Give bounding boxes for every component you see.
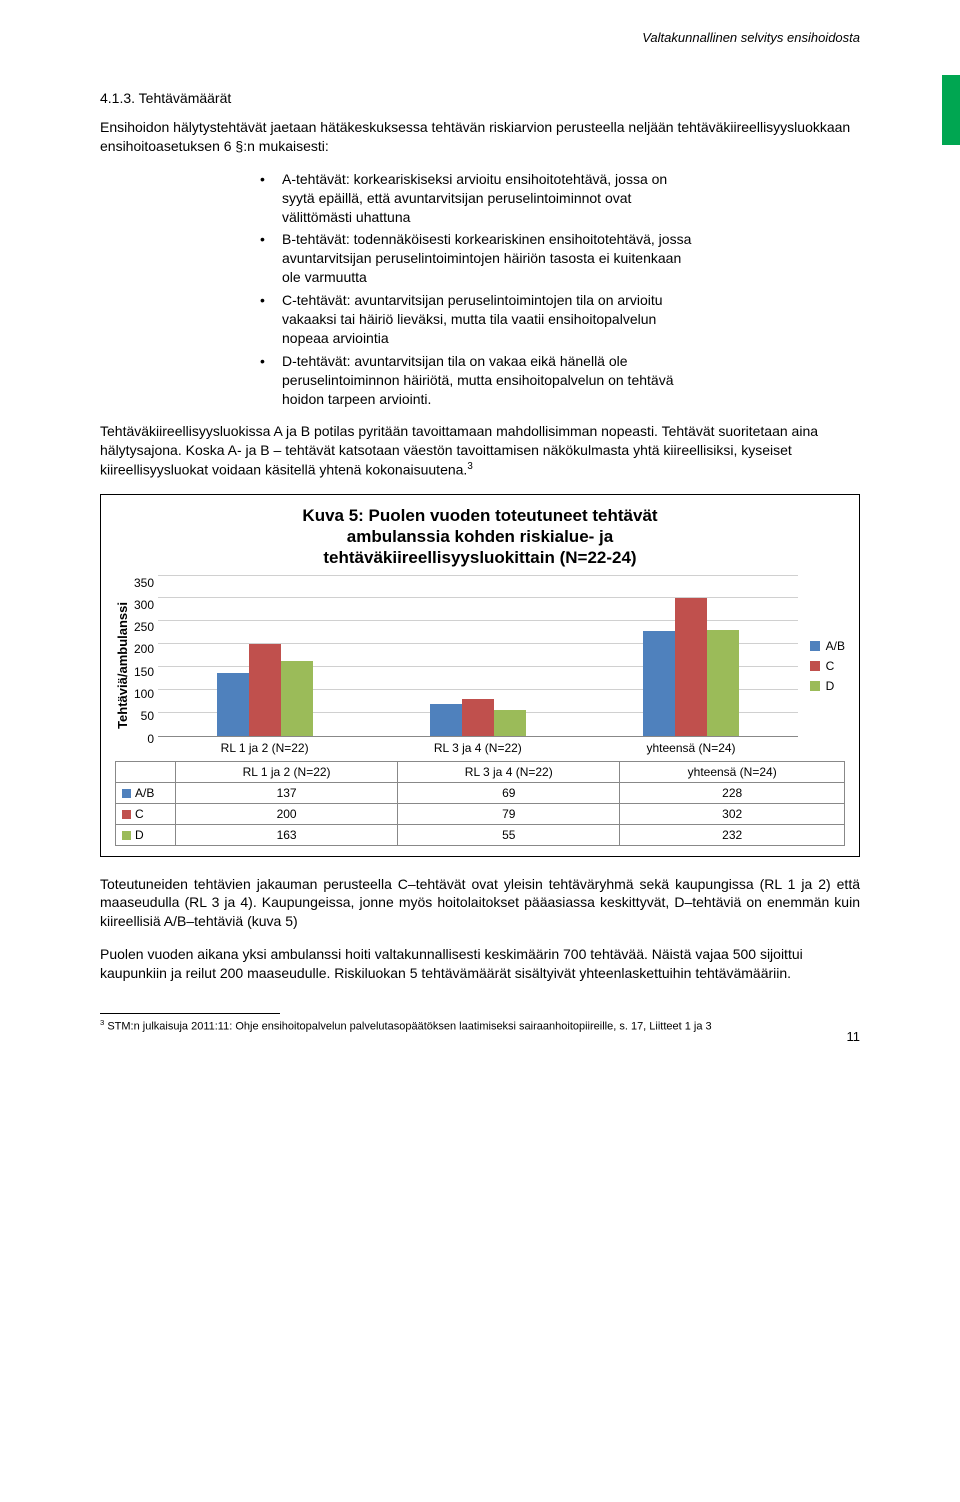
bar-c <box>462 699 494 735</box>
chart-data-table: RL 1 ja 2 (N=22) RL 3 ja 4 (N=22) yhteen… <box>115 761 845 846</box>
bar-d <box>494 710 526 735</box>
list-item: A-tehtävät: korkeariskiseksi arvioitu en… <box>260 170 700 227</box>
y-tick: 350 <box>134 577 154 589</box>
table-col-header: RL 3 ja 4 (N=22) <box>398 761 620 782</box>
table-cell: 137 <box>176 782 398 803</box>
row-label: C <box>135 807 144 821</box>
bar-group <box>584 577 797 736</box>
legend-label: C <box>826 659 835 673</box>
paragraph-2: Tehtäväkiireellisyysluokissa A ja B poti… <box>100 422 860 479</box>
row-swatch <box>122 831 131 840</box>
row-swatch <box>122 789 131 798</box>
plot-wrapper: RL 1 ja 2 (N=22) RL 3 ja 4 (N=22) yhteen… <box>158 577 798 755</box>
paragraph-2-text: Tehtäväkiireellisyysluokissa A ja B poti… <box>100 423 818 477</box>
chart-legend: A/B C D <box>810 633 845 699</box>
legend-swatch <box>810 661 820 671</box>
table-cell: 228 <box>620 782 845 803</box>
y-tick: 0 <box>147 733 154 745</box>
table-row: D 163 55 232 <box>116 824 845 845</box>
legend-label: A/B <box>826 639 845 653</box>
y-tick: 200 <box>134 643 154 655</box>
task-class-list: A-tehtävät: korkeariskiseksi arvioitu en… <box>260 170 700 409</box>
row-label: A/B <box>135 786 154 800</box>
plot-area <box>158 577 798 737</box>
table-row: A/B 137 69 228 <box>116 782 845 803</box>
bar-d <box>707 630 739 736</box>
paragraph-4: Puolen vuoden aikana yksi ambulanssi hoi… <box>100 945 860 983</box>
chart-title: Kuva 5: Puolen vuoden toteutuneet tehtäv… <box>115 505 845 569</box>
table-cell: 232 <box>620 824 845 845</box>
bar-ab <box>430 704 462 736</box>
x-label: RL 3 ja 4 (N=22) <box>371 737 584 755</box>
legend-swatch <box>810 641 820 651</box>
bar-c <box>249 644 281 735</box>
footnote-text: 3 STM:n julkaisuja 2011:11: Ohje ensihoi… <box>100 1018 860 1034</box>
table-row-head: D <box>116 824 176 845</box>
footnote-ref: 3 <box>467 461 472 472</box>
list-item: C-tehtävät: avuntarvitsijan peruselintoi… <box>260 291 700 348</box>
bar-ab <box>643 631 675 735</box>
legend-item-ab: A/B <box>810 639 845 653</box>
table-header-row: RL 1 ja 2 (N=22) RL 3 ja 4 (N=22) yhteen… <box>116 761 845 782</box>
table-row: C 200 79 302 <box>116 803 845 824</box>
y-tick: 150 <box>134 666 154 678</box>
list-item: B-tehtävät: todennäköisesti korkeariskin… <box>260 230 700 287</box>
bar-group <box>158 577 371 736</box>
bar-d <box>281 661 313 736</box>
table-cell: 55 <box>398 824 620 845</box>
y-tick: 50 <box>141 710 154 722</box>
table-corner-cell <box>116 761 176 782</box>
chart-title-line2: ambulanssia kohden riskialue- ja <box>347 527 613 546</box>
section-heading: 4.1.3. Tehtävämäärät <box>100 90 860 106</box>
y-tick: 300 <box>134 599 154 611</box>
bar-ab <box>217 673 249 736</box>
running-header: Valtakunnallinen selvitys ensihoidosta <box>642 30 860 45</box>
legend-item-d: D <box>810 679 845 693</box>
legend-label: D <box>826 679 835 693</box>
y-tick: 100 <box>134 688 154 700</box>
table-col-header: yhteensä (N=24) <box>620 761 845 782</box>
bar-c <box>675 598 707 736</box>
page-edge-tab <box>942 75 960 145</box>
y-axis-ticks: 350 300 250 200 150 100 50 0 <box>134 577 154 745</box>
page-number: 11 <box>847 1029 861 1044</box>
chart-body: Tehtäviä/ambulanssi 350 300 250 200 150 … <box>115 577 845 755</box>
table-row-head: C <box>116 803 176 824</box>
footnote-separator <box>100 1013 280 1014</box>
legend-item-c: C <box>810 659 845 673</box>
table-cell: 302 <box>620 803 845 824</box>
intro-paragraph: Ensihoidon hälytystehtävät jaetaan hätäk… <box>100 118 860 156</box>
x-label: RL 1 ja 2 (N=22) <box>158 737 371 755</box>
bar-group <box>371 577 584 736</box>
table-cell: 200 <box>176 803 398 824</box>
x-label: yhteensä (N=24) <box>584 737 797 755</box>
legend-swatch <box>810 681 820 691</box>
y-axis-label: Tehtäviä/ambulanssi <box>115 602 130 729</box>
footnote-body: STM:n julkaisuja 2011:11: Ohje ensihoito… <box>104 1021 711 1033</box>
figure-5: Kuva 5: Puolen vuoden toteutuneet tehtäv… <box>100 494 860 857</box>
chart-title-line3: tehtäväkiireellisyysluokittain (N=22-24) <box>323 548 636 567</box>
table-cell: 79 <box>398 803 620 824</box>
table-row-head: A/B <box>116 782 176 803</box>
table-col-header: RL 1 ja 2 (N=22) <box>176 761 398 782</box>
paragraph-3: Toteutuneiden tehtävien jakauman peruste… <box>100 875 860 932</box>
list-item: D-tehtävät: avuntarvitsijan tila on vaka… <box>260 352 700 409</box>
table-cell: 69 <box>398 782 620 803</box>
row-label: D <box>135 828 144 842</box>
chart-title-line1: Kuva 5: Puolen vuoden toteutuneet tehtäv… <box>302 506 657 525</box>
row-swatch <box>122 810 131 819</box>
x-axis-labels: RL 1 ja 2 (N=22) RL 3 ja 4 (N=22) yhteen… <box>158 737 798 755</box>
table-cell: 163 <box>176 824 398 845</box>
y-tick: 250 <box>134 621 154 633</box>
